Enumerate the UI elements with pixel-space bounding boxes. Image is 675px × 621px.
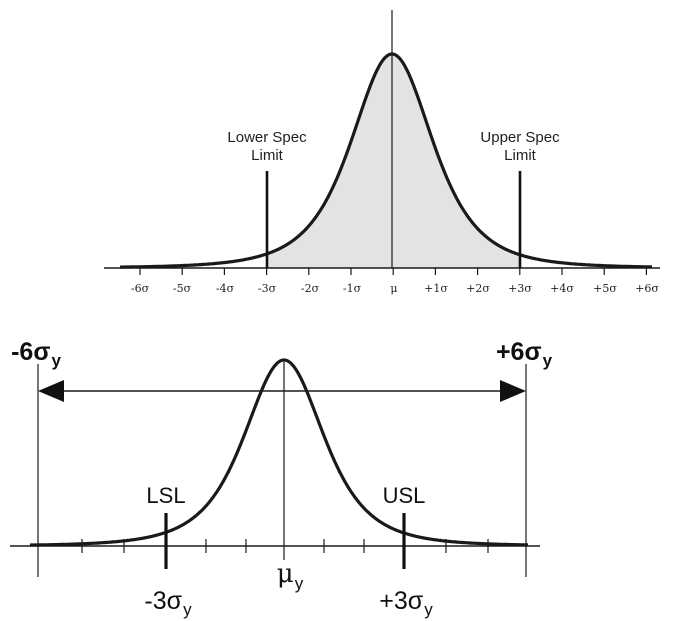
lower-spec-label-line2: Limit [251,147,284,164]
upper-spec-label-line2: Limit [504,147,537,164]
span-arrow-right-head [500,380,526,402]
plus-6-sigma-label: +6σy [496,338,553,370]
span-arrow-left-head [38,380,64,402]
top-ticks [139,268,648,275]
bottom-ticks [81,539,489,553]
tick-label-plus5: +5σ [593,282,617,295]
lsl-label: LSL [146,483,185,508]
tick-label-minus2: -2σ [301,282,320,295]
mean-y-label: μy [277,559,304,593]
minus-6-sigma-label: -6σy [11,338,61,370]
tick-label-minus3: -3σ [258,282,277,295]
top-tick-labels: -6σ -5σ -4σ -3σ -2σ -1σ μ +1σ +2σ +3σ +4… [131,282,659,295]
tick-label-plus3: +3σ [508,282,532,295]
bottom-bell-curve [29,358,529,547]
tick-label-plus2: +2σ [466,282,490,295]
top-distribution: Lower Spec Limit Upper Spec Limit -6σ -5… [104,10,660,295]
tick-label-minus1: -1σ [343,282,362,295]
tick-label-minus5: -5σ [173,282,192,295]
tick-label-plus1: +1σ [424,282,448,295]
tick-label-minus6: -6σ [131,282,150,295]
upper-spec-label-line1: Upper Spec [480,129,560,146]
tick-label-minus4: -4σ [216,282,235,295]
minus-3-sigma-label: -3σy [144,587,192,619]
lower-spec-label-line1: Lower Spec [227,129,307,146]
bottom-distribution: -6σy +6σy LSL USL μy -3σy +3σy [10,338,553,619]
top-bell-curve [119,52,653,269]
tick-label-mu: μ [390,282,397,295]
top-shaded-area [267,54,520,268]
usl-label: USL [383,483,426,508]
tick-label-plus6: +6σ [635,282,659,295]
plus-3-sigma-label: +3σy [379,587,433,619]
tick-label-plus4: +4σ [550,282,574,295]
